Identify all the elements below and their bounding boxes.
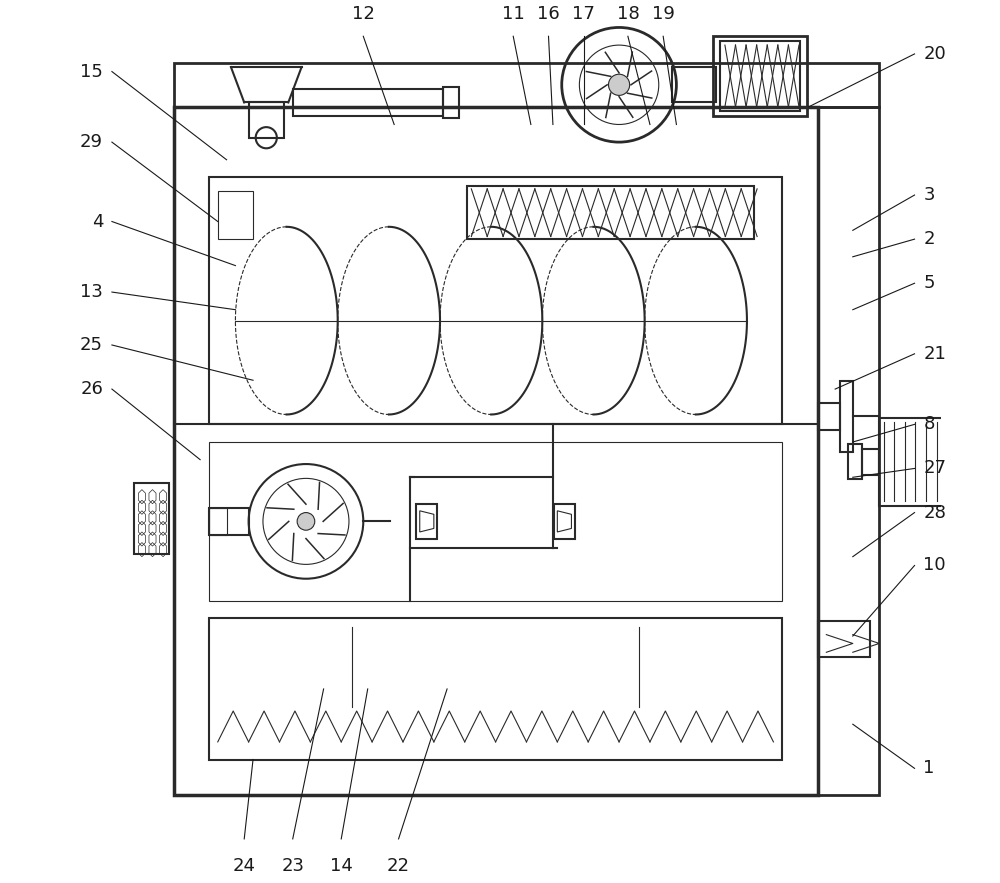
Text: 17: 17 [572,5,595,23]
Text: 29: 29 [80,133,103,151]
Bar [209,508,227,534]
Bar [672,67,716,102]
Bar [713,36,807,116]
Bar [249,102,284,138]
Bar [554,503,575,539]
Bar [818,622,870,657]
Text: 12: 12 [352,5,375,23]
Text: 8: 8 [923,415,935,434]
Bar [209,177,782,425]
Text: 18: 18 [617,5,639,23]
Text: 11: 11 [502,5,525,23]
Bar [840,381,853,452]
Bar [209,442,782,600]
Circle shape [297,512,315,530]
Text: 16: 16 [537,5,560,23]
Bar [174,63,879,107]
Text: 21: 21 [923,344,946,363]
Bar [720,41,800,111]
Text: 19: 19 [652,5,675,23]
Text: 4: 4 [92,213,103,230]
Text: 28: 28 [923,503,946,522]
Text: 14: 14 [330,857,353,874]
Text: 13: 13 [80,283,103,301]
Bar [416,503,437,539]
Bar [218,191,253,239]
Text: 22: 22 [387,857,410,874]
Text: 1: 1 [923,759,935,777]
Bar [293,89,443,116]
Bar [443,87,459,118]
Text: 2: 2 [923,230,935,248]
Bar [467,186,754,239]
Bar [134,484,169,554]
Text: 24: 24 [233,857,256,874]
Text: 23: 23 [281,857,304,874]
Text: 25: 25 [80,336,103,354]
Bar [818,404,840,430]
Bar [862,449,879,475]
Text: 20: 20 [923,45,946,63]
Bar [848,444,862,479]
Bar [209,618,782,759]
Bar [174,107,818,795]
Text: 5: 5 [923,275,935,292]
Text: 26: 26 [80,380,103,398]
Bar [818,107,879,795]
Bar [879,418,945,506]
Text: 27: 27 [923,459,946,478]
Text: 3: 3 [923,186,935,204]
Bar [209,508,249,534]
Text: 10: 10 [923,556,946,575]
Text: 15: 15 [80,63,103,80]
Circle shape [608,74,630,95]
